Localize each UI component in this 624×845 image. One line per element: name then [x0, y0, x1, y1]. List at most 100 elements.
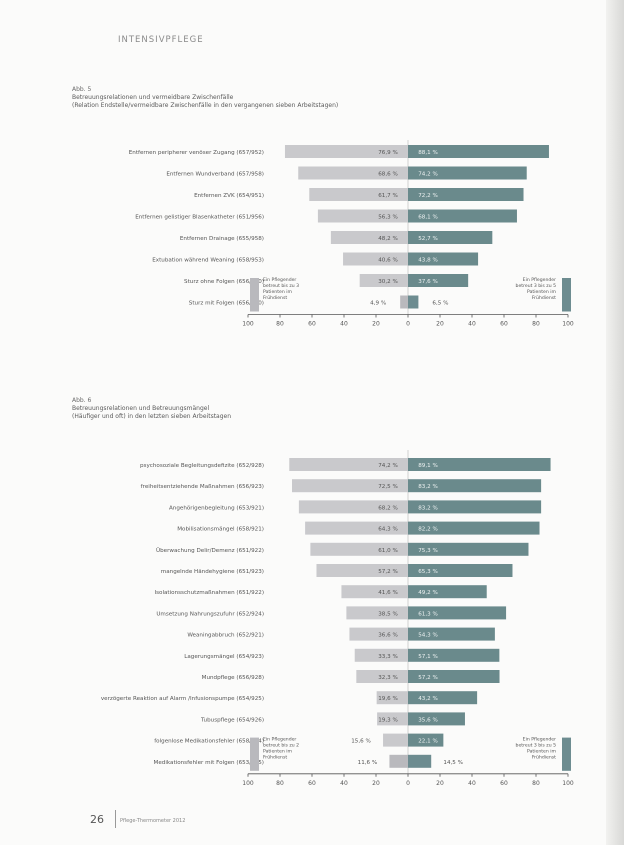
chart-1: Entfernen peripherer venöser Zugang (657…: [129, 140, 574, 328]
category-label: verzögerte Reaktion auf Alarm /Infusions…: [101, 696, 264, 702]
bar-left: [310, 542, 408, 556]
data-label-left: 30,2 %: [378, 279, 398, 285]
data-label-left: 33,3 %: [378, 654, 398, 660]
data-label-right: 57,1 %: [418, 654, 438, 660]
bar-left: [284, 145, 408, 158]
x-tick-label: 80: [532, 780, 540, 787]
bar-left: [356, 670, 408, 683]
legend-note-left: Ein Pflegender betreut bis zu 3 Patienten …: [263, 277, 299, 301]
bar-left: [309, 188, 408, 201]
note-line: Ein Pflegender: [263, 277, 296, 283]
data-label-right: 65,3 %: [418, 569, 438, 575]
bar-right: [408, 145, 549, 158]
x-tick-label: 80: [532, 321, 540, 328]
data-label-right: 57,2 %: [418, 675, 438, 681]
category-label: Entfernen Wundverband (657/958): [166, 172, 264, 178]
figure-2-heading: Abb. 6 Betreuungsrelationen und Betreuun…: [72, 397, 231, 421]
category-label: Lagerungsmängel (654/923): [184, 654, 264, 660]
category-label: mangelnde Händehygiene (651/923): [161, 569, 264, 575]
category-label: Entfernen Drainage (655/958): [180, 236, 264, 242]
data-label-left: 32,3 %: [378, 675, 398, 681]
note-line: Patienten im: [527, 749, 556, 755]
bar-left: [330, 231, 408, 244]
data-label-left: 57,2 %: [378, 569, 398, 575]
legend-note-left: Ein Pflegender betreut bis zu 2 Patienten …: [263, 737, 299, 761]
note-line: Frühdienst: [532, 295, 556, 301]
note-line: betreut bis zu 3: [263, 283, 299, 289]
figure-1-label: Abb. 5: [72, 86, 92, 93]
category-label: Extubation während Weaning (658/953): [152, 258, 264, 264]
bar-right: [408, 712, 465, 726]
data-label-right: 37,6 %: [418, 279, 438, 285]
legend-note-right: Ein Pflegender betreut 3 bis zu 5 Patiente…: [516, 277, 557, 301]
bar-right: [408, 733, 444, 747]
x-tick-label: 100: [242, 321, 254, 328]
bar-right: [408, 648, 500, 662]
chart-2: psychosoziale Begleitungsdefizite (652/9…: [101, 450, 574, 787]
legend-marker-left: [250, 737, 259, 771]
bar-right: [408, 295, 419, 309]
bar-right: [408, 606, 507, 620]
data-label-right: 82,2 %: [418, 527, 438, 533]
figure-2-label: Abb. 6: [72, 397, 92, 404]
x-tick-label: 60: [500, 321, 508, 328]
category-label: folgenlose Medikationsfehler (658/924): [154, 739, 264, 745]
figure-1-heading: Abb. 5 Betreuungsrelationen und vermeidb…: [72, 86, 338, 110]
data-label-right: 88,1 %: [418, 150, 438, 156]
category-label: Entfernen ZVK (654/951): [194, 193, 264, 199]
bar-right: [408, 670, 500, 683]
category-label: Überwachung Delir/Demenz (651/922): [156, 547, 264, 554]
bar-right: [408, 500, 542, 514]
x-tick-label: 0: [406, 321, 410, 328]
x-tick-label: 80: [276, 321, 284, 328]
category-label: Entfernen gelistiger Blasenkatheter (651…: [135, 215, 264, 221]
note-line: betreut bis zu 2: [263, 743, 299, 749]
data-label-left: 38,5 %: [378, 611, 398, 617]
bar-right: [408, 585, 487, 599]
bar-right: [408, 564, 513, 577]
data-label-right: 14,5 %: [443, 760, 463, 766]
data-label-left: 74,2 %: [378, 463, 398, 469]
bar-right: [408, 542, 529, 556]
note-line: Ein Pflegender: [263, 737, 296, 743]
bar-right: [408, 274, 469, 287]
x-tick-label: 40: [468, 780, 476, 787]
x-tick-label: 100: [562, 321, 574, 328]
figure-2-title: Betreuungsrelationen und Betreuungsmänge…: [72, 405, 210, 412]
category-label: Isolationsschutzmaßnahmen (651/922): [154, 590, 264, 596]
bar-left: [383, 733, 408, 747]
bar-left: [317, 209, 408, 223]
data-label-left: 4,9 %: [370, 301, 386, 307]
data-label-right: 83,2 %: [418, 484, 438, 490]
data-label-left: 36,6 %: [378, 633, 398, 639]
note-line: Ein Pflegender: [523, 737, 556, 743]
data-label-right: 54,3 %: [418, 633, 438, 639]
note-line: Frühdienst: [263, 755, 287, 761]
legend-marker-right: [562, 278, 571, 312]
category-label: freiheitsentziehende Maßnahmen (656/923): [141, 484, 264, 490]
data-label-left: 56,3 %: [378, 215, 398, 221]
data-label-left: 72,5 %: [378, 484, 398, 490]
legend-note-right: Ein Pflegender betreut 3 bis zu 5 Patiente…: [516, 737, 557, 761]
x-tick-label: 100: [242, 780, 254, 787]
category-label: psychosoziale Begleitungsdefizite (652/9…: [140, 463, 264, 469]
data-label-left: 40,6 %: [378, 258, 398, 264]
bar-left: [298, 500, 408, 514]
data-label-right: 43,8 %: [418, 258, 438, 264]
data-label-left: 68,2 %: [378, 505, 398, 511]
bar-left: [346, 606, 408, 620]
data-label-right: 68,1 %: [418, 215, 438, 221]
data-label-left: 41,6 %: [378, 590, 398, 596]
x-tick-label: 20: [372, 321, 380, 328]
x-tick-label: 60: [308, 780, 316, 787]
bar-right: [408, 209, 517, 223]
bar-right: [408, 166, 527, 180]
bar-left: [349, 627, 408, 641]
note-line: Patienten im: [263, 289, 292, 295]
footer-divider: [115, 810, 116, 828]
footer-source: Pflege-Thermometer 2012: [120, 818, 186, 824]
bar-left: [389, 754, 408, 768]
data-label-right: 6,5 %: [432, 301, 448, 307]
bar-right: [408, 458, 551, 471]
